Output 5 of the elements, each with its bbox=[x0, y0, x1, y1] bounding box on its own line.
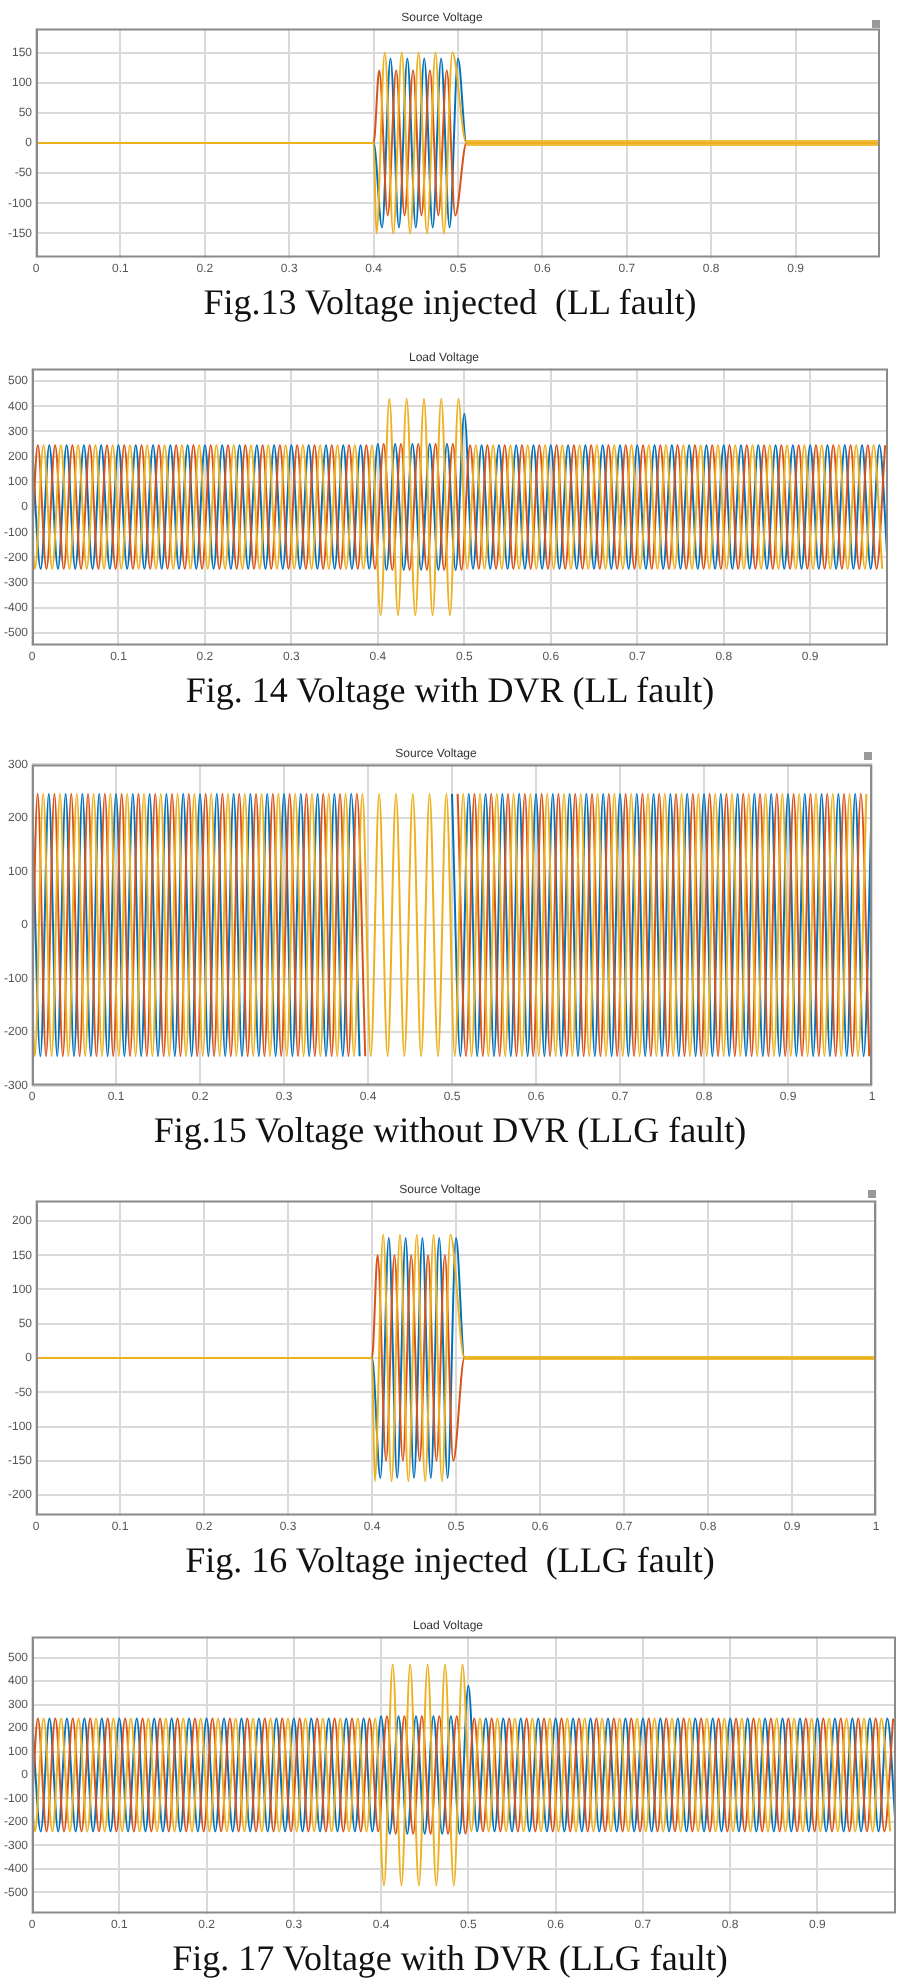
caption: Fig. 17 Voltage with DVR (LLG fault) bbox=[170, 1936, 730, 1980]
caption: Fig. 16 Voltage injected (LLG fault) bbox=[183, 1538, 717, 1582]
caption: Fig.15 Voltage without DVR (LLG fault) bbox=[151, 1108, 749, 1152]
caption: Fig. 14 Voltage with DVR (LL fault) bbox=[183, 668, 717, 712]
caption: Fig.13 Voltage injected (LL fault) bbox=[201, 280, 699, 324]
